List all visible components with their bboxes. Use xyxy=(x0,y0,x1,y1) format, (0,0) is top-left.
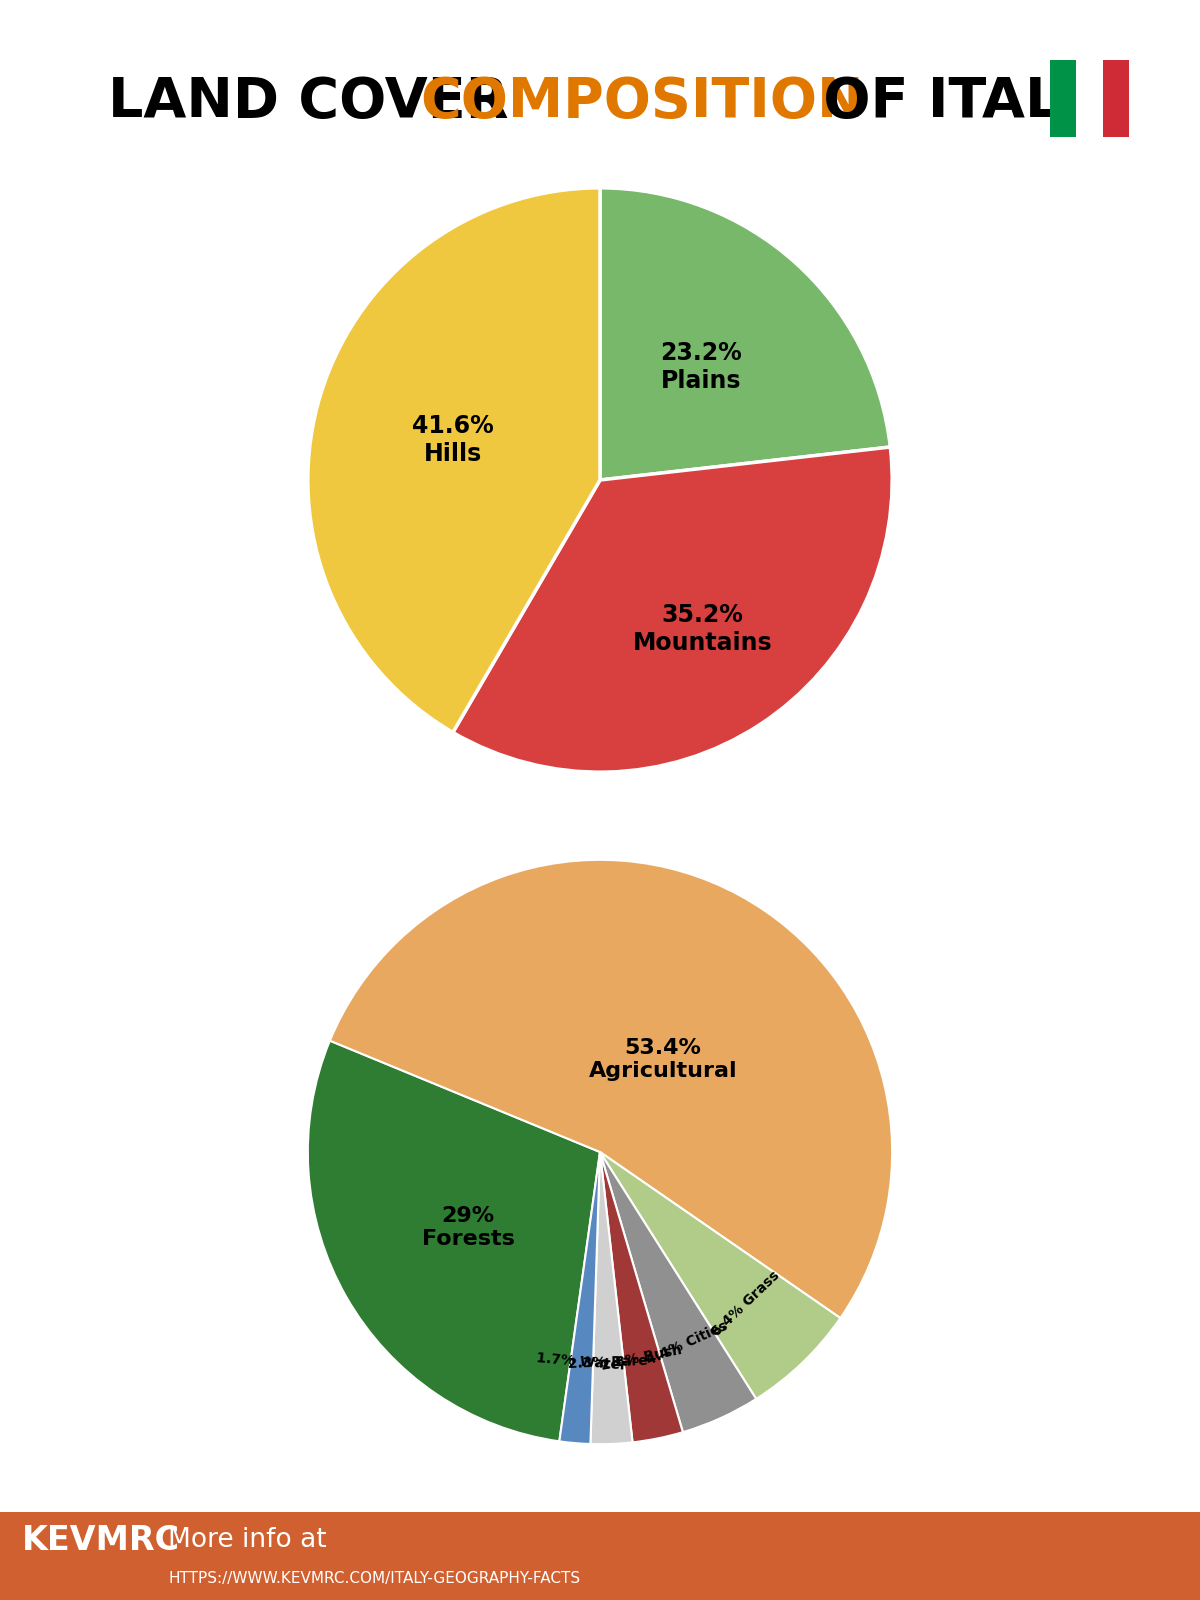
Text: 2.3% Bare: 2.3% Bare xyxy=(568,1354,648,1371)
Text: 2.8% Bush: 2.8% Bush xyxy=(600,1342,684,1373)
Text: OF ITALY: OF ITALY xyxy=(804,75,1130,130)
Wedge shape xyxy=(600,1152,683,1442)
Text: 1.7% Water: 1.7% Water xyxy=(536,1350,628,1373)
Text: 35.2%
Mountains: 35.2% Mountains xyxy=(632,603,773,654)
Wedge shape xyxy=(330,859,892,1318)
Wedge shape xyxy=(452,446,892,773)
Bar xyxy=(1103,61,1129,138)
Wedge shape xyxy=(559,1152,600,1445)
Wedge shape xyxy=(308,1040,600,1442)
Text: HTTPS://WWW.KEVMRC.COM/ITALY-GEOGRAPHY-FACTS: HTTPS://WWW.KEVMRC.COM/ITALY-GEOGRAPHY-F… xyxy=(168,1571,580,1586)
Wedge shape xyxy=(308,187,600,733)
Text: 6.4% Grass: 6.4% Grass xyxy=(709,1269,782,1339)
Text: More info at: More info at xyxy=(168,1526,326,1554)
Text: 4.4% Cities: 4.4% Cities xyxy=(644,1318,730,1368)
Wedge shape xyxy=(600,1152,756,1432)
Text: 41.6%
Hills: 41.6% Hills xyxy=(413,414,494,466)
Bar xyxy=(1076,61,1103,138)
Wedge shape xyxy=(600,187,890,480)
Text: LAND COVER: LAND COVER xyxy=(108,75,528,130)
Text: 23.2%
Plains: 23.2% Plains xyxy=(660,341,742,392)
Wedge shape xyxy=(600,1152,840,1398)
Text: 53.4%
Agricultural: 53.4% Agricultural xyxy=(588,1038,737,1082)
Text: COMPOSITION: COMPOSITION xyxy=(420,75,864,130)
Text: KEVMRC: KEVMRC xyxy=(22,1523,180,1557)
Wedge shape xyxy=(590,1152,632,1445)
Text: 29%
Forests: 29% Forests xyxy=(421,1206,515,1250)
Bar xyxy=(1050,61,1076,138)
